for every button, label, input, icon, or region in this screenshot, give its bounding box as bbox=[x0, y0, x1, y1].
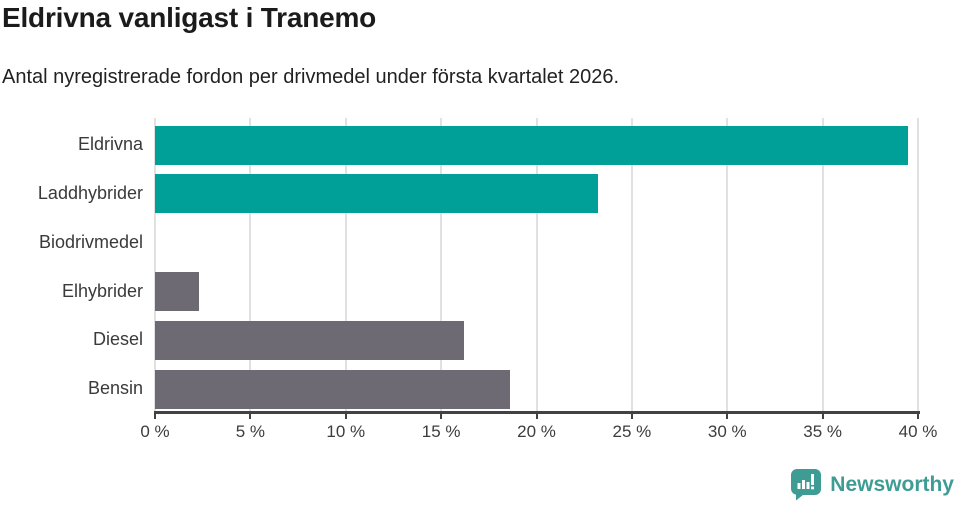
bar-bensin bbox=[155, 369, 510, 409]
x-axis-line bbox=[154, 411, 920, 414]
newsworthy-logo-icon bbox=[790, 468, 822, 501]
x-axis-tick-10 bbox=[344, 413, 347, 419]
x-axis-tick-20 bbox=[535, 413, 538, 419]
x-tick-label-35: 35 % bbox=[803, 422, 842, 441]
bar-diesel bbox=[155, 320, 464, 360]
gridline-30 bbox=[726, 118, 729, 412]
x-axis-tick-0 bbox=[154, 413, 156, 419]
category-label-laddhybrider: Laddhybrider bbox=[37, 182, 143, 203]
category-label-bensin: Bensin bbox=[87, 378, 143, 399]
bar-chart: 0 % 5 % 10 % 15 % 20 % 25 % 30 % 35 % 40 % Eldri… bbox=[0, 118, 960, 458]
plot-area: 0 % 5 % 10 % 15 % 20 % 25 % 30 % 35 % 40 % bbox=[140, 118, 937, 441]
x-tick-label-40: 40 % bbox=[898, 422, 938, 441]
x-tick-label-30: 30 % bbox=[707, 422, 747, 441]
category-label-diesel: Diesel bbox=[92, 329, 143, 350]
gridline-40 bbox=[917, 118, 919, 412]
bar-elhybrider bbox=[155, 272, 199, 312]
bar-eldrivna bbox=[155, 125, 909, 165]
chart-title: Eldrivna vanligast i Tranemo bbox=[2, 2, 377, 33]
x-axis-tick-40 bbox=[917, 413, 919, 419]
gridline-20 bbox=[535, 118, 538, 412]
gridline-35 bbox=[821, 118, 824, 412]
x-axis-tick-35 bbox=[821, 413, 824, 419]
category-label-biodrivmedel: Biodrivmedel bbox=[38, 231, 143, 252]
x-tick-label-10: 10 % bbox=[326, 422, 366, 441]
newsworthy-logo[interactable]: Newsworthy bbox=[790, 468, 954, 501]
x-axis-tick-5 bbox=[249, 413, 252, 419]
category-label-eldrivna: Eldrivna bbox=[77, 134, 143, 154]
x-tick-label-20: 20 % bbox=[517, 422, 556, 441]
gridline-15 bbox=[440, 118, 443, 412]
newsworthy-logo-text: Newsworthy bbox=[830, 472, 954, 496]
category-label-elhybrider: Elhybrider bbox=[61, 280, 143, 301]
x-tick-label-25: 25 % bbox=[612, 422, 652, 441]
bar-laddhybrider bbox=[155, 174, 598, 214]
chart-subtitle: Antal nyregistrerade fordon per drivmede… bbox=[2, 66, 620, 88]
x-axis-tick-25 bbox=[630, 413, 633, 419]
gridline-5 bbox=[249, 118, 252, 412]
x-tick-label-5: 5 % bbox=[235, 422, 266, 441]
x-tick-label-15: 15 % bbox=[421, 422, 461, 441]
x-tick-label-0: 0 % bbox=[140, 422, 170, 441]
gridline-10 bbox=[344, 118, 347, 412]
gridline-0 bbox=[154, 118, 156, 412]
x-axis-tick-30 bbox=[726, 413, 729, 419]
gridline-25 bbox=[630, 118, 633, 412]
x-axis-tick-15 bbox=[440, 413, 443, 419]
